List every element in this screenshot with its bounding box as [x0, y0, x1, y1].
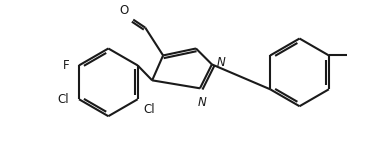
- Text: N: N: [198, 96, 206, 109]
- Text: Cl: Cl: [144, 103, 155, 116]
- Text: N: N: [217, 56, 226, 69]
- Text: Cl: Cl: [57, 93, 69, 106]
- Text: O: O: [119, 4, 128, 17]
- Text: F: F: [62, 59, 69, 72]
